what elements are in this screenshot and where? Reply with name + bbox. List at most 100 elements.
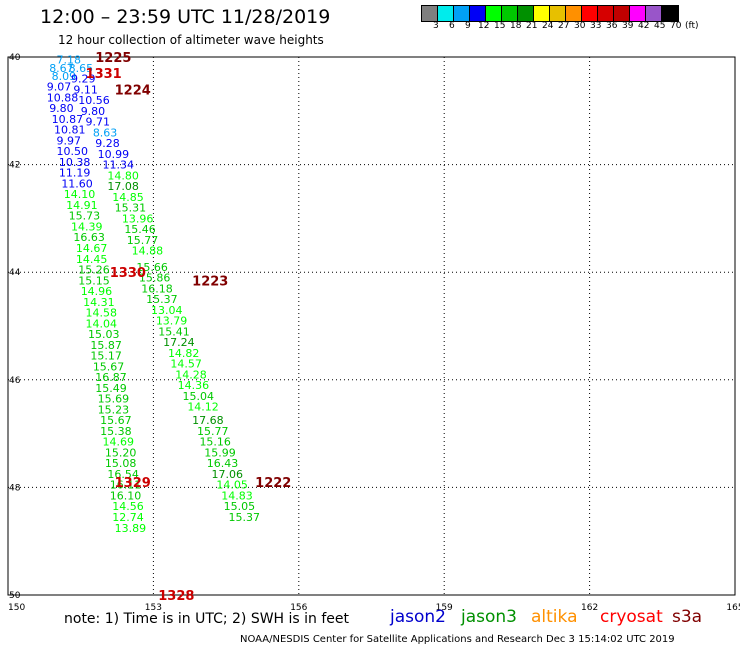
units-note: note: 1) Time is in UTC; 2) SWH is in fe… — [64, 611, 350, 627]
wave-height-value: 14.67 — [76, 242, 108, 255]
y-tick-label: 40 — [9, 53, 21, 63]
wave-height-value: 15.46 — [124, 223, 156, 236]
wave-height-value: 8.67 — [49, 62, 74, 75]
color-swatch — [422, 6, 438, 21]
color-swatch — [598, 6, 614, 21]
wave-height-value: 14.96 — [81, 285, 113, 298]
y-tick-label: 42 — [9, 161, 20, 171]
wave-height-value: 14.04 — [86, 317, 118, 330]
wave-height-value: 16.10 — [110, 489, 142, 502]
color-swatch — [438, 6, 454, 21]
orbit-number-label: 1222 — [255, 476, 291, 491]
wave-height-value: 14.56 — [112, 500, 144, 513]
wave-height-value: 15.17 — [90, 350, 122, 363]
x-tick-label: 159 — [436, 603, 453, 613]
wave-height-value: 9.80 — [49, 102, 74, 115]
color-swatch — [582, 6, 598, 21]
color-swatch — [662, 6, 678, 21]
wave-height-value: 9.29 — [71, 73, 96, 86]
color-swatch — [518, 6, 534, 21]
wave-height-value: 15.87 — [90, 339, 122, 352]
color-scale-label: 42 — [638, 21, 650, 31]
wave-height-value: 15.37 — [146, 293, 178, 306]
wave-height-value: 15.73 — [69, 210, 101, 223]
wave-height-value: 14.45 — [76, 253, 108, 266]
orbit-number-label: 1224 — [115, 83, 151, 98]
wave-height-value: 15.69 — [98, 393, 130, 406]
legend-altika: altika — [531, 607, 578, 627]
wave-height-value: 7.18 — [56, 54, 81, 67]
wave-height-value: 16.43 — [207, 457, 239, 470]
wave-height-value: 15.67 — [100, 414, 132, 427]
wave-height-value: 15.86 — [139, 272, 171, 285]
legend-s3a: s3a — [672, 607, 703, 627]
color-swatch — [614, 6, 630, 21]
wave-height-value: 10.88 — [47, 91, 78, 104]
wave-height-value: 15.03 — [88, 328, 120, 341]
wave-height-value: 16.87 — [95, 371, 127, 384]
wave-height-value: 15.41 — [158, 325, 190, 338]
wave-height-value: 10.87 — [52, 113, 83, 126]
wave-height-value: 14.85 — [112, 191, 144, 204]
wave-height-value: 11.19 — [59, 167, 91, 180]
wave-height-value: 17.68 — [192, 414, 224, 427]
wave-height-value: 16.18 — [141, 282, 173, 295]
orbit-number-label: 1225 — [95, 51, 131, 66]
color-scale-label: 24 — [542, 21, 554, 31]
wave-height-value: 8.65 — [69, 62, 94, 75]
wave-height-value: 15.20 — [105, 446, 137, 459]
wave-height-value: 14.28 — [175, 368, 207, 381]
orbit-number-label: 1223 — [192, 274, 228, 289]
wave-height-value: 9.80 — [81, 105, 106, 118]
wave-height-value: 10.56 — [78, 94, 110, 107]
wave-height-value: 15.37 — [229, 511, 260, 524]
wave-height-value: 15.77 — [127, 234, 159, 247]
wave-height-value: 17.24 — [163, 336, 195, 349]
wave-height-value: 9.07 — [47, 81, 71, 94]
wave-height-value: 15.99 — [204, 446, 236, 459]
wave-height-value: 15.26 — [78, 264, 110, 277]
color-swatch — [630, 6, 646, 21]
wave-height-value: 10.50 — [56, 145, 88, 158]
wave-height-value: 11.60 — [61, 177, 93, 190]
color-scale-label: 45 — [654, 21, 666, 31]
wave-height-value: 13.89 — [115, 522, 147, 535]
wave-height-value: 15.05 — [224, 500, 256, 513]
wave-height-value: 8.63 — [93, 126, 118, 139]
wave-height-value: 14.91 — [66, 199, 98, 212]
orbit-number-label: 1330 — [110, 266, 146, 281]
wave-height-value: 15.77 — [197, 425, 229, 438]
wave-height-value: 15.16 — [199, 436, 231, 449]
x-tick-label: 162 — [581, 603, 598, 613]
wave-height-value: 16.54 — [107, 468, 138, 481]
wave-height-value: 14.31 — [83, 296, 115, 309]
wave-height-value: 14.39 — [71, 220, 103, 233]
wave-height-value: 14.36 — [178, 379, 210, 392]
wave-height-value: 9.71 — [86, 116, 111, 129]
map-frame — [7, 56, 736, 596]
orbit-number-label: 1329 — [115, 476, 151, 491]
wave-height-value: 13.79 — [156, 315, 188, 328]
wave-height-value: 17.08 — [107, 180, 138, 193]
color-scale-label: 12 — [478, 21, 490, 31]
wave-height-value: 14.83 — [221, 489, 253, 502]
wave-height-value: 14.69 — [103, 436, 135, 449]
wave-height-color-scale — [421, 5, 679, 22]
color-scale-label: 36 — [606, 21, 618, 31]
legend-cryosat: cryosat — [600, 607, 663, 627]
color-swatch — [502, 6, 518, 21]
wave-height-value: 11.34 — [103, 159, 135, 172]
color-scale-label: 70 — [670, 21, 682, 31]
color-scale-label: 15 — [494, 21, 506, 31]
color-swatch — [550, 6, 566, 21]
wave-height-value: 17.06 — [212, 468, 244, 481]
color-scale-label: 33 — [590, 21, 602, 31]
wave-height-value: 10.81 — [54, 124, 86, 137]
color-scale-label: 6 — [449, 21, 455, 31]
wave-height-value: 8.09 — [52, 70, 76, 83]
wave-height-value: 9.97 — [56, 134, 81, 147]
color-scale-label: 30 — [574, 21, 586, 31]
color-swatch — [534, 6, 550, 21]
color-swatch — [454, 6, 470, 21]
